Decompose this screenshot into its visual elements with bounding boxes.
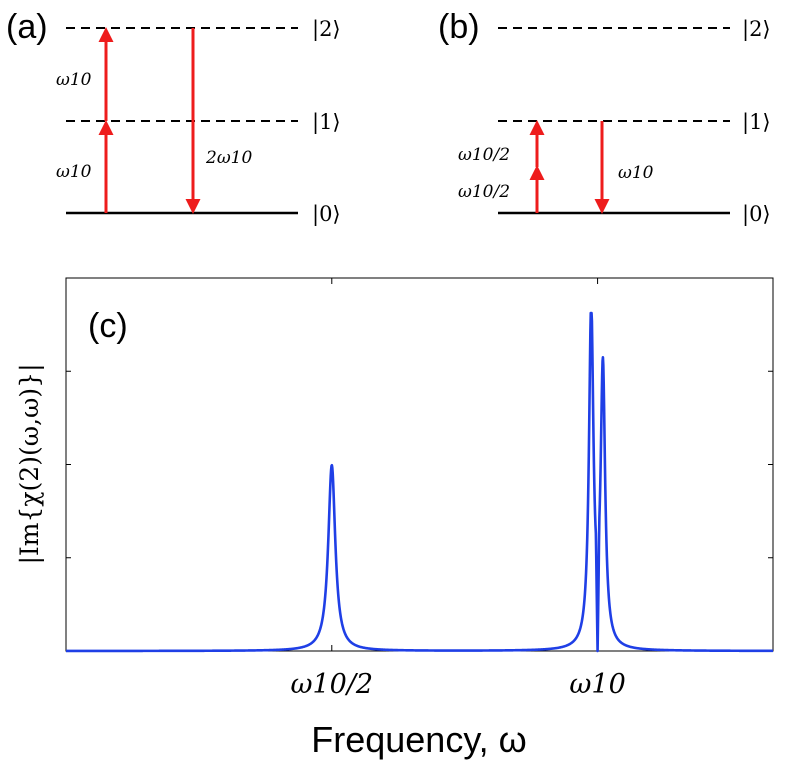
- absorption-label-2: ω10/2: [458, 145, 510, 165]
- x-tick-label: ω10/2: [290, 669, 373, 700]
- x-axis-label: Frequency, ω: [311, 719, 527, 760]
- emission-label: 2ω10: [205, 148, 252, 168]
- y-ticks: [66, 370, 773, 559]
- spectrum-chart: (c) ω10/2 ω10 Frequency, ω |Im{χ(2)(ω,ω)}…: [15, 277, 774, 760]
- ket-2-label: |2⟩: [742, 17, 771, 42]
- panel-a-label: (a): [6, 8, 48, 46]
- emission-label: ω10: [618, 163, 654, 183]
- panel-b-label: (b): [438, 8, 480, 46]
- absorption-label-1: ω10/2: [458, 182, 510, 202]
- ket-1-label: |1⟩: [312, 110, 341, 135]
- x-ticks: ω10/2 ω10: [290, 278, 626, 700]
- ket-0-label: |0⟩: [742, 202, 771, 227]
- ket-0-label: |0⟩: [312, 202, 341, 227]
- ket-1-label: |1⟩: [742, 110, 771, 135]
- x-tick-label: ω10: [569, 669, 625, 700]
- series-line: [65, 311, 774, 653]
- plot-frame: [65, 277, 774, 652]
- absorption-label-2: ω10: [56, 70, 92, 90]
- ket-2-label: |2⟩: [312, 17, 341, 42]
- panel-a: (a) |2⟩ |1⟩ |0⟩ ω10 ω10 2ω10: [6, 8, 341, 227]
- panel-c-label: (c): [88, 307, 128, 345]
- absorption-label-1: ω10: [56, 162, 92, 182]
- y-axis-label: |Im{χ(2)(ω,ω)}|: [15, 363, 45, 564]
- panel-b: (b) |2⟩ |1⟩ |0⟩ ω10/2 ω10/2 ω10: [438, 8, 771, 227]
